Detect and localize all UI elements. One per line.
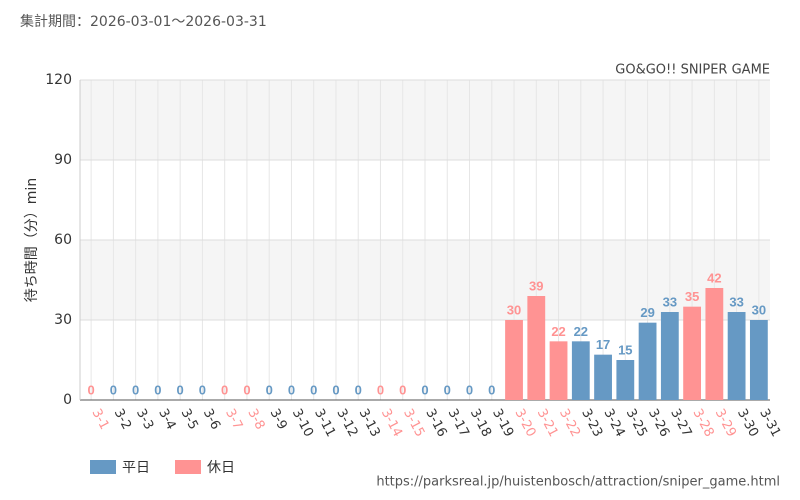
value-label: 0 bbox=[221, 382, 228, 397]
value-label: 0 bbox=[399, 382, 406, 397]
bar bbox=[594, 354, 612, 400]
legend-label: 休日 bbox=[207, 460, 235, 476]
bar bbox=[616, 360, 635, 400]
x-tick-label: 3-8 bbox=[244, 406, 267, 432]
value-label: 0 bbox=[466, 382, 473, 397]
x-tick-label: 3-3 bbox=[133, 406, 156, 432]
y-axis-label: 待ち時間（分）min bbox=[24, 178, 40, 302]
value-label: 39 bbox=[529, 278, 543, 293]
x-tick-label: 3-13 bbox=[356, 406, 383, 439]
y-tick-label: 90 bbox=[54, 152, 72, 168]
value-label: 0 bbox=[444, 382, 451, 397]
x-tick-label: 3-25 bbox=[623, 406, 650, 439]
value-label: 0 bbox=[88, 382, 95, 397]
x-tick-label: 3-15 bbox=[400, 406, 427, 439]
x-tick-label: 3-4 bbox=[155, 406, 178, 432]
x-tick-label: 3-19 bbox=[489, 406, 516, 439]
chart-title: 集計期間：2026-03-01〜2026-03-31 bbox=[20, 13, 267, 30]
value-label: 33 bbox=[729, 294, 743, 309]
value-label: 0 bbox=[288, 382, 295, 397]
value-label: 0 bbox=[332, 382, 339, 397]
x-tick-label: 3-9 bbox=[267, 406, 290, 432]
value-label: 29 bbox=[640, 305, 654, 320]
x-tick-label: 3-11 bbox=[311, 406, 338, 439]
value-label: 0 bbox=[154, 382, 161, 397]
chart-subtitle: GO&GO!! SNIPER GAME bbox=[615, 63, 770, 78]
value-label: 17 bbox=[596, 337, 610, 352]
x-tick-label: 3-16 bbox=[422, 406, 449, 439]
x-tick-label: 3-30 bbox=[734, 406, 761, 439]
x-tick-label: 3-1 bbox=[89, 406, 112, 432]
y-tick-label: 60 bbox=[54, 232, 72, 248]
value-label: 0 bbox=[377, 382, 384, 397]
x-tick-label: 3-7 bbox=[222, 406, 245, 432]
x-tick-label: 3-22 bbox=[556, 406, 583, 439]
bar bbox=[727, 312, 746, 400]
value-label: 15 bbox=[618, 342, 632, 357]
value-label: 0 bbox=[355, 382, 362, 397]
value-label: 0 bbox=[488, 382, 495, 397]
value-label: 35 bbox=[685, 289, 699, 304]
value-label: 30 bbox=[752, 302, 766, 317]
value-label: 0 bbox=[310, 382, 317, 397]
x-tick-label: 3-12 bbox=[333, 406, 360, 439]
bar bbox=[505, 320, 523, 400]
bar bbox=[705, 288, 724, 400]
value-label: 0 bbox=[132, 382, 139, 397]
legend-swatch bbox=[90, 460, 116, 474]
bar bbox=[749, 320, 768, 400]
x-tick-label: 3-24 bbox=[600, 406, 627, 439]
x-tick-label: 3-28 bbox=[689, 406, 716, 439]
x-tick-label: 3-6 bbox=[200, 406, 223, 432]
x-tick-label: 3-26 bbox=[645, 406, 672, 439]
x-tick-label: 3-23 bbox=[578, 406, 605, 439]
value-label: 22 bbox=[574, 324, 588, 339]
bar bbox=[660, 312, 679, 400]
x-tick-label: 3-27 bbox=[667, 406, 694, 439]
value-label: 0 bbox=[110, 382, 117, 397]
y-tick-label: 30 bbox=[54, 312, 72, 328]
x-tick-label: 3-31 bbox=[756, 406, 783, 439]
value-label: 42 bbox=[707, 270, 721, 285]
x-tick-label: 3-21 bbox=[534, 406, 561, 439]
value-label: 0 bbox=[199, 382, 206, 397]
x-tick-label: 3-20 bbox=[511, 406, 538, 439]
value-label: 0 bbox=[177, 382, 184, 397]
x-tick-label: 3-10 bbox=[289, 406, 316, 439]
legend-swatch bbox=[175, 460, 201, 474]
x-tick-label: 3-5 bbox=[178, 406, 201, 432]
value-label: 30 bbox=[507, 302, 521, 317]
y-tick-label: 120 bbox=[45, 72, 72, 88]
x-tick-label: 3-2 bbox=[111, 406, 134, 432]
value-label: 0 bbox=[266, 382, 273, 397]
x-tick-label: 3-18 bbox=[467, 406, 494, 439]
value-label: 22 bbox=[551, 324, 565, 339]
bar bbox=[527, 296, 546, 400]
source-url: https://parksreal.jp/huistenbosch/attrac… bbox=[376, 475, 780, 490]
bar bbox=[683, 306, 701, 400]
value-label: 0 bbox=[243, 382, 250, 397]
x-tick-label: 3-14 bbox=[378, 406, 405, 439]
x-tick-label: 3-29 bbox=[712, 406, 739, 439]
y-tick-label: 0 bbox=[63, 392, 72, 408]
bar bbox=[549, 341, 568, 400]
bar bbox=[638, 322, 657, 400]
legend-label: 平日 bbox=[122, 460, 150, 476]
bar bbox=[571, 341, 590, 400]
x-tick-label: 3-17 bbox=[445, 406, 472, 439]
value-label: 33 bbox=[663, 294, 677, 309]
value-label: 0 bbox=[421, 382, 428, 397]
